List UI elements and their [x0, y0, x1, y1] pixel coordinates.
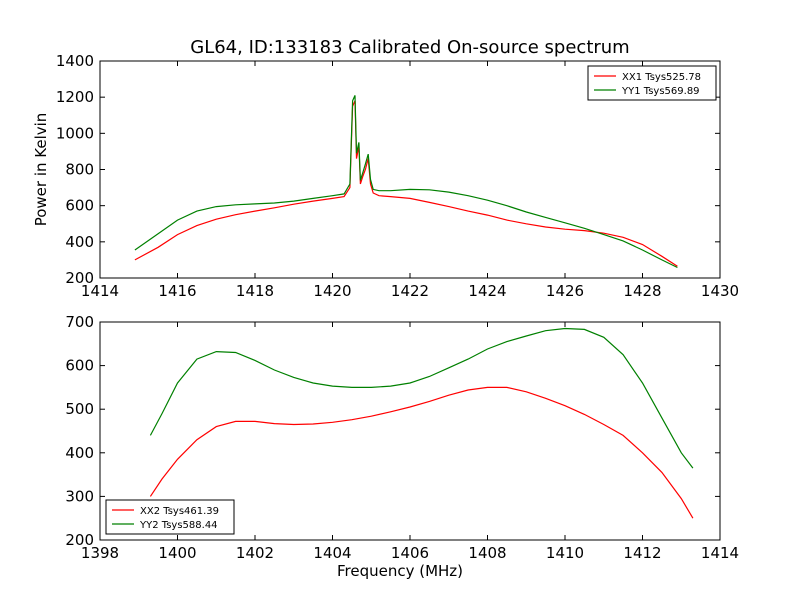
x-tick-label: 1400	[158, 544, 196, 562]
legend-box	[587, 65, 717, 101]
legend-box	[105, 499, 235, 535]
legend-label: YY2 Tsys588.44	[139, 520, 218, 531]
x-tick-label: 1426	[546, 282, 584, 300]
x-tick-label: 1408	[468, 544, 506, 562]
legend-label: XX2 Tsys461.39	[140, 506, 219, 517]
legend-label: YY1 Tsys569.89	[621, 86, 700, 97]
x-tick-label: 1410	[546, 544, 584, 562]
chart-title: GL64, ID:133183 Calibrated On-source spe…	[190, 37, 629, 58]
x-tick-label: 1414	[701, 544, 739, 562]
x-axis-label: Frequency (MHz)	[337, 562, 463, 580]
y-tick-label: 300	[65, 487, 94, 505]
legend: XX2 Tsys461.39 YY2 Tsys588.44	[105, 499, 235, 535]
x-tick-label: 1416	[158, 282, 196, 300]
x-tick-label: 1422	[391, 282, 429, 300]
y-tick-label: 200	[65, 531, 94, 549]
y-tick-label: 400	[65, 233, 94, 251]
series-line-1-2	[134, 95, 678, 269]
x-tick-label: 1428	[623, 282, 661, 300]
x-tick-label: 1420	[313, 282, 351, 300]
y-tick-label: 200	[65, 269, 94, 287]
y-axis-label: Power in Kelvin	[32, 113, 50, 227]
series-line-2-2	[149, 327, 694, 469]
x-tick-label: 1424	[468, 282, 506, 300]
bottom-spectrum-plot: 1398 1400 1402 1404 1406 1408 1410 1412 1414 200 3…	[65, 313, 739, 580]
series-line-2-1	[149, 386, 694, 519]
x-tick-label: 1430	[701, 282, 739, 300]
y-tick-label: 800	[65, 161, 94, 179]
y-tick-label: 1400	[56, 52, 94, 70]
legend-label: XX1 Tsys525.78	[622, 72, 701, 83]
x-tick-label: 1398	[81, 544, 119, 562]
x-tick-label: 1412	[623, 544, 661, 562]
y-tick-label: 400	[65, 444, 94, 462]
y-tick-label: 700	[65, 313, 94, 331]
y-tick-label: 600	[65, 357, 94, 375]
y-tick-label: 1000	[56, 124, 94, 142]
x-tick-label: 1406	[391, 544, 429, 562]
y-tick-label: 600	[65, 197, 94, 215]
x-tick-label: 1414	[81, 282, 119, 300]
x-tick-label: 1418	[236, 282, 274, 300]
series-line-1-1	[134, 100, 678, 267]
x-tick-label: 1402	[236, 544, 274, 562]
top-spectrum-plot: 1414 1416 1418 1420 1422 1424 1426 1428 1430 200 4…	[32, 52, 739, 300]
x-tick-label: 1404	[313, 544, 351, 562]
y-tick-label: 500	[65, 400, 94, 418]
y-tick-label: 1200	[56, 88, 94, 106]
legend: XX1 Tsys525.78 YY1 Tsys569.89	[587, 65, 717, 101]
